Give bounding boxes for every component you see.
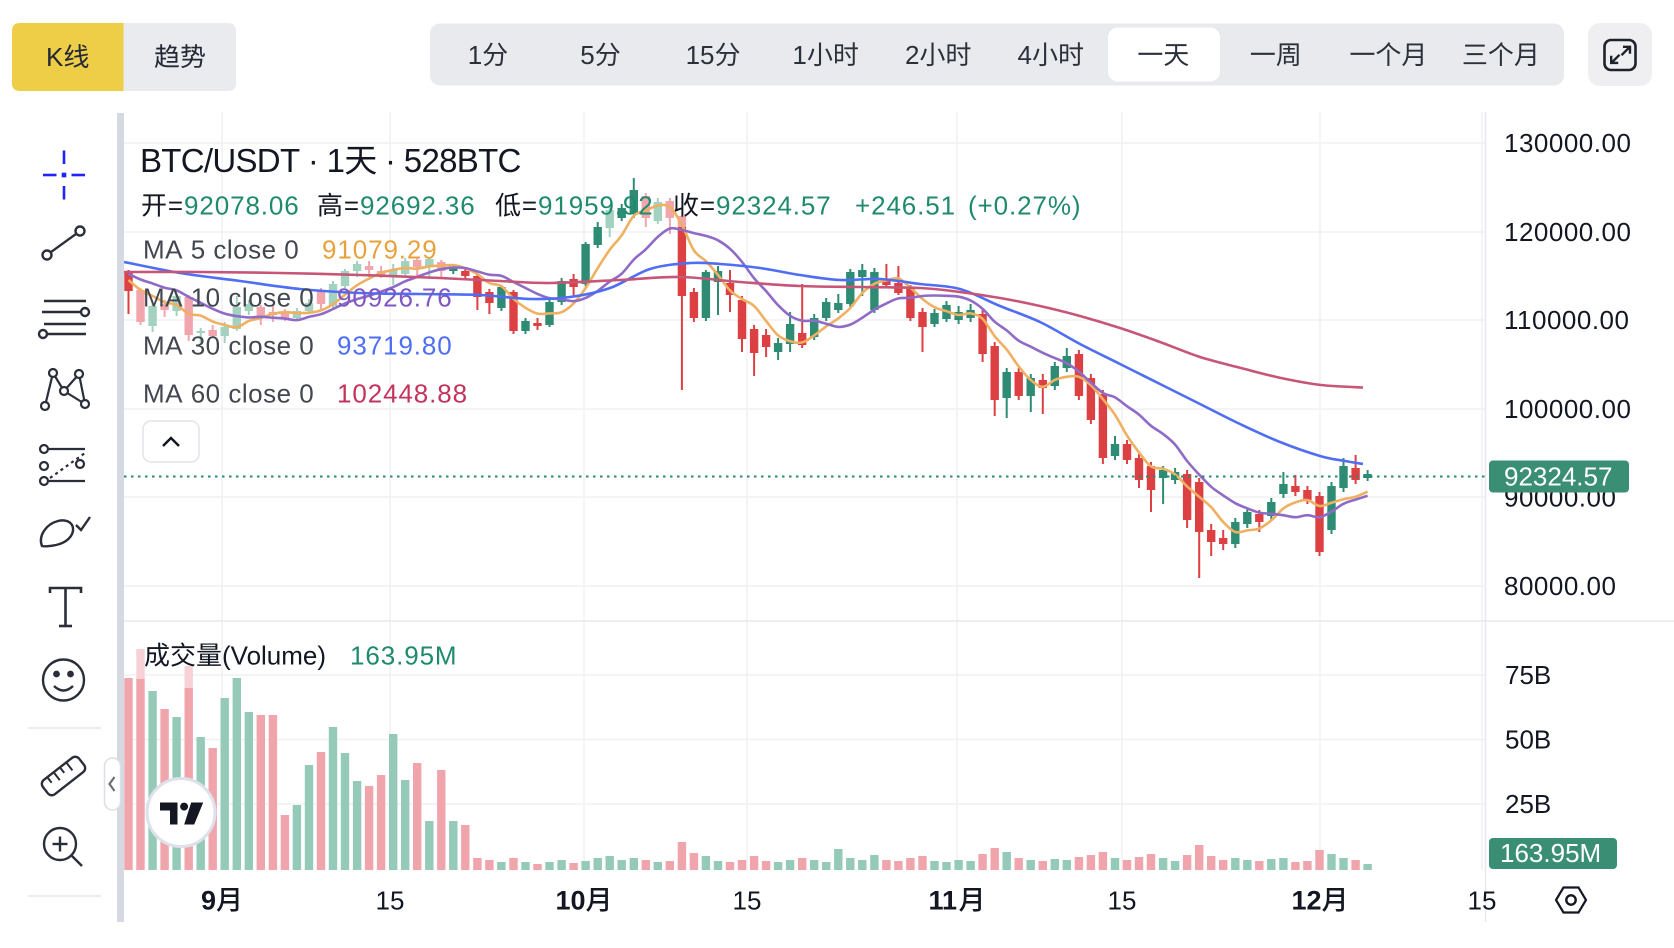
svg-text:MA: MA bbox=[143, 283, 183, 313]
svg-text:close: close bbox=[228, 283, 291, 313]
svg-text:(Volume): (Volume) bbox=[222, 641, 326, 671]
svg-text:1: 1 bbox=[327, 142, 345, 179]
svg-text:15: 15 bbox=[1468, 886, 1497, 916]
svg-text:1: 1 bbox=[468, 40, 482, 70]
svg-text:50B: 50B bbox=[1505, 725, 1551, 755]
svg-text:10: 10 bbox=[191, 283, 221, 313]
svg-text:163.95M: 163.95M bbox=[350, 641, 457, 671]
svg-text:5: 5 bbox=[580, 40, 594, 70]
svg-text:92692.36: 92692.36 bbox=[360, 191, 476, 221]
svg-text:100000.00: 100000.00 bbox=[1504, 394, 1631, 424]
svg-text:0: 0 bbox=[299, 331, 314, 361]
svg-text:close: close bbox=[213, 235, 276, 265]
svg-text:25B: 25B bbox=[1505, 789, 1551, 819]
svg-text:12: 12 bbox=[1292, 886, 1322, 916]
svg-text:30: 30 bbox=[191, 331, 221, 361]
svg-text:90926.76: 90926.76 bbox=[337, 283, 453, 313]
svg-text:=: = bbox=[700, 191, 716, 221]
svg-text:4: 4 bbox=[1018, 40, 1032, 70]
svg-text:close: close bbox=[228, 331, 291, 361]
svg-text:120000.00: 120000.00 bbox=[1504, 217, 1631, 247]
svg-text:15: 15 bbox=[686, 40, 715, 70]
svg-text:15: 15 bbox=[1108, 886, 1137, 916]
svg-text:163.95M: 163.95M bbox=[1500, 838, 1601, 868]
svg-text:9: 9 bbox=[201, 886, 216, 916]
svg-text:1: 1 bbox=[792, 40, 806, 70]
svg-text:91959.92: 91959.92 bbox=[538, 191, 654, 221]
svg-text:MA: MA bbox=[143, 331, 183, 361]
svg-text:0: 0 bbox=[299, 379, 314, 409]
svg-text:93719.80: 93719.80 bbox=[337, 331, 453, 361]
svg-text:15: 15 bbox=[376, 886, 405, 916]
svg-text:10: 10 bbox=[556, 886, 586, 916]
svg-text:110000.00: 110000.00 bbox=[1504, 305, 1629, 335]
svg-text:+246.51: +246.51 bbox=[855, 191, 956, 221]
svg-text:2: 2 bbox=[905, 40, 919, 70]
svg-text:=: = bbox=[168, 191, 184, 221]
svg-text:91079.29: 91079.29 bbox=[322, 235, 438, 265]
svg-text:MA: MA bbox=[143, 235, 183, 265]
svg-text:130000.00: 130000.00 bbox=[1504, 128, 1631, 158]
svg-text:60: 60 bbox=[191, 379, 221, 409]
svg-text:75B: 75B bbox=[1505, 660, 1551, 690]
svg-text:92324.57: 92324.57 bbox=[716, 191, 832, 221]
svg-text:102448.88: 102448.88 bbox=[337, 379, 468, 409]
svg-text:15: 15 bbox=[733, 886, 762, 916]
svg-text:·: · bbox=[385, 142, 395, 179]
svg-text:92078.06: 92078.06 bbox=[184, 191, 300, 221]
svg-text:close: close bbox=[228, 379, 291, 409]
svg-text:=: = bbox=[344, 191, 360, 221]
svg-text:92324.57: 92324.57 bbox=[1504, 462, 1612, 492]
svg-text:0: 0 bbox=[284, 235, 299, 265]
svg-text:MA: MA bbox=[143, 379, 183, 409]
svg-text:11: 11 bbox=[929, 886, 958, 916]
svg-text:·: · bbox=[308, 142, 318, 179]
svg-text:=: = bbox=[522, 191, 538, 221]
svg-text:K: K bbox=[46, 42, 64, 72]
svg-text:(+0.27%): (+0.27%) bbox=[968, 191, 1081, 221]
svg-text:5: 5 bbox=[191, 235, 206, 265]
svg-text:BTC/USDT: BTC/USDT bbox=[140, 142, 300, 179]
svg-text:0: 0 bbox=[299, 283, 314, 313]
svg-text:80000.00: 80000.00 bbox=[1504, 571, 1616, 601]
svg-text:528BTC: 528BTC bbox=[404, 142, 521, 179]
